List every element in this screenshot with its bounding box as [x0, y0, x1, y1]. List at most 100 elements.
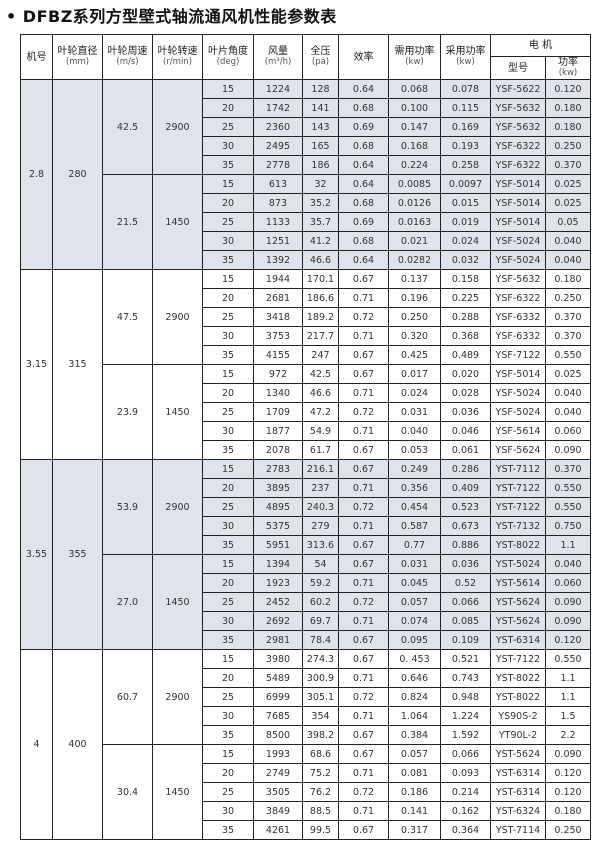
- table-row: 35 4261 99.5 0.67 0.317 0.364 YST-7114 0.250: [21, 820, 591, 840]
- pressure-cell: 46.6: [302, 383, 339, 403]
- table-row: 35 2078 61.7 0.67 0.053 0.061 YSF-5624 0.090: [21, 440, 591, 460]
- rpm-cell: 2900: [152, 79, 203, 175]
- motor-model-cell: YST-7114: [490, 820, 546, 840]
- table-row: 30.4 1450 15 1993 68.6 0.67 0.057 0.066 YST-5624…: [21, 744, 591, 840]
- efficiency-cell: 0.71: [338, 611, 389, 631]
- motor-model-cell: YSF-5632: [490, 269, 546, 289]
- adopted-power-cell: 0.046: [440, 421, 491, 441]
- efficiency-cell: 0.72: [338, 402, 389, 422]
- table-row: 30 1251 41.2 0.68 0.021 0.024 YSF-5024 0.040: [21, 231, 591, 251]
- efficiency-cell: 0.71: [338, 763, 389, 783]
- adopted-power-cell: 0.066: [440, 744, 491, 764]
- pressure-cell: 398.2: [302, 725, 339, 745]
- motor-power-cell: 0.180: [545, 117, 591, 137]
- header-label: 功率: [558, 57, 578, 68]
- pressure-cell: 88.5: [302, 801, 339, 821]
- blade-angle-cell: 25: [202, 307, 254, 327]
- efficiency-cell: 0.68: [338, 231, 389, 251]
- required-power-cell: 0.356: [388, 478, 441, 498]
- motor-model-cell: YSF-6332: [490, 326, 546, 346]
- airflow-cell: 873: [253, 193, 303, 213]
- motor-power-cell: 0.250: [545, 136, 591, 156]
- adopted-power-cell: 0.061: [440, 440, 491, 460]
- rpm-cell: 2900: [152, 459, 203, 555]
- table-row: 25 4895 240.3 0.72 0.454 0.523 YST-7122 0.550: [21, 497, 591, 517]
- efficiency-cell: 0.67: [338, 820, 389, 840]
- adopted-power-cell: 0.015: [440, 193, 491, 213]
- blade-angle-cell: 15: [202, 649, 254, 669]
- efficiency-cell: 0.67: [338, 345, 389, 365]
- efficiency-cell: 0.68: [338, 193, 389, 213]
- blade-angle-cell: 25: [202, 497, 254, 517]
- pressure-cell: 354: [302, 706, 339, 726]
- adopted-power-cell: 0.52: [440, 573, 491, 593]
- table-row: 35 2778 186 0.64 0.224 0.258 YSF-6322 0.370: [21, 155, 591, 175]
- efficiency-cell: 0.71: [338, 573, 389, 593]
- motor-model-cell: YS90S-2: [490, 706, 546, 726]
- motor-model-cell: YST-6314: [490, 630, 546, 650]
- motor-power-cell: 0.060: [545, 421, 591, 441]
- required-power-cell: 0.068: [388, 79, 441, 99]
- diameter-cell: 400: [52, 649, 103, 840]
- tip-speed-cell: 60.7: [102, 649, 153, 745]
- adopted-power-cell: 0.0097: [440, 174, 491, 194]
- table-row: 30 7685 354 0.71 1.064 1.224 YS90S-2 1.5: [21, 706, 591, 726]
- adopted-power-cell: 0.286: [440, 459, 491, 479]
- pressure-cell: 165: [302, 136, 339, 156]
- motor-power-cell: 0.370: [545, 155, 591, 175]
- blade-angle-cell: 35: [202, 630, 254, 650]
- table-row: 20 1923 59.2 0.71 0.045 0.52 YST-5614 0.060: [21, 573, 591, 593]
- required-power-cell: 0.040: [388, 421, 441, 441]
- blade-angle-cell: 20: [202, 668, 254, 688]
- motor-model-cell: YST-5624: [490, 592, 546, 612]
- blade-angle-cell: 30: [202, 706, 254, 726]
- motor-power-cell: 0.040: [545, 250, 591, 270]
- table-row: 23.9 1450 15 972 42.5 0.67 0.017 0.020 YSF-5014 0…: [21, 364, 591, 460]
- tip-speed-cell: 47.5: [102, 269, 153, 365]
- required-power-cell: 0.250: [388, 307, 441, 327]
- motor-model-cell: YST-7122: [490, 497, 546, 517]
- airflow-cell: 2783: [253, 459, 303, 479]
- blade-angle-cell: 15: [202, 554, 254, 574]
- airflow-cell: 3753: [253, 326, 303, 346]
- airflow-cell: 3505: [253, 782, 303, 802]
- adopted-power-cell: 1.592: [440, 725, 491, 745]
- motor-power-cell: 0.040: [545, 231, 591, 251]
- pressure-cell: 240.3: [302, 497, 339, 517]
- header-label: 叶片角度: [208, 46, 248, 57]
- required-power-cell: 0.017: [388, 364, 441, 384]
- pressure-cell: 186: [302, 155, 339, 175]
- pressure-cell: 42.5: [302, 364, 339, 384]
- blade-angle-cell: 25: [202, 212, 254, 232]
- required-power-cell: 0.147: [388, 117, 441, 137]
- airflow-cell: 8500: [253, 725, 303, 745]
- blade-angle-cell: 30: [202, 421, 254, 441]
- efficiency-cell: 0.67: [338, 630, 389, 650]
- required-power-cell: 0.646: [388, 668, 441, 688]
- required-power-cell: 0.317: [388, 820, 441, 840]
- efficiency-cell: 0.71: [338, 288, 389, 308]
- adopted-power-cell: 0.093: [440, 763, 491, 783]
- table-row: 35 5951 313.6 0.67 0.77 0.886 YST-8022 1.1: [21, 535, 591, 555]
- pressure-cell: 35.2: [302, 193, 339, 213]
- table-row: 30 1877 54.9 0.71 0.040 0.046 YSF-5614 0.060: [21, 421, 591, 441]
- required-power-cell: 0.77: [388, 535, 441, 555]
- airflow-cell: 1392: [253, 250, 303, 270]
- required-power-cell: 0.045: [388, 573, 441, 593]
- motor-model-cell: YST-6314: [490, 763, 546, 783]
- required-power-cell: 0.021: [388, 231, 441, 251]
- motor-power-cell: 1.1: [545, 668, 591, 688]
- adopted-power-cell: 0.521: [440, 649, 491, 669]
- header-motor-model: 型号: [490, 56, 546, 80]
- required-power-cell: 0.074: [388, 611, 441, 631]
- efficiency-cell: 0.67: [338, 459, 389, 479]
- motor-power-cell: 0.180: [545, 269, 591, 289]
- motor-power-cell: 0.370: [545, 459, 591, 479]
- pressure-cell: 141: [302, 98, 339, 118]
- header-label: 叶轮周速: [107, 46, 148, 57]
- efficiency-cell: 0.68: [338, 136, 389, 156]
- header-tip-speed: 叶轮周速 (m/s): [102, 34, 153, 80]
- adopted-power-cell: 0.162: [440, 801, 491, 821]
- motor-model-cell: YST-5624: [490, 611, 546, 631]
- adopted-power-cell: 0.673: [440, 516, 491, 536]
